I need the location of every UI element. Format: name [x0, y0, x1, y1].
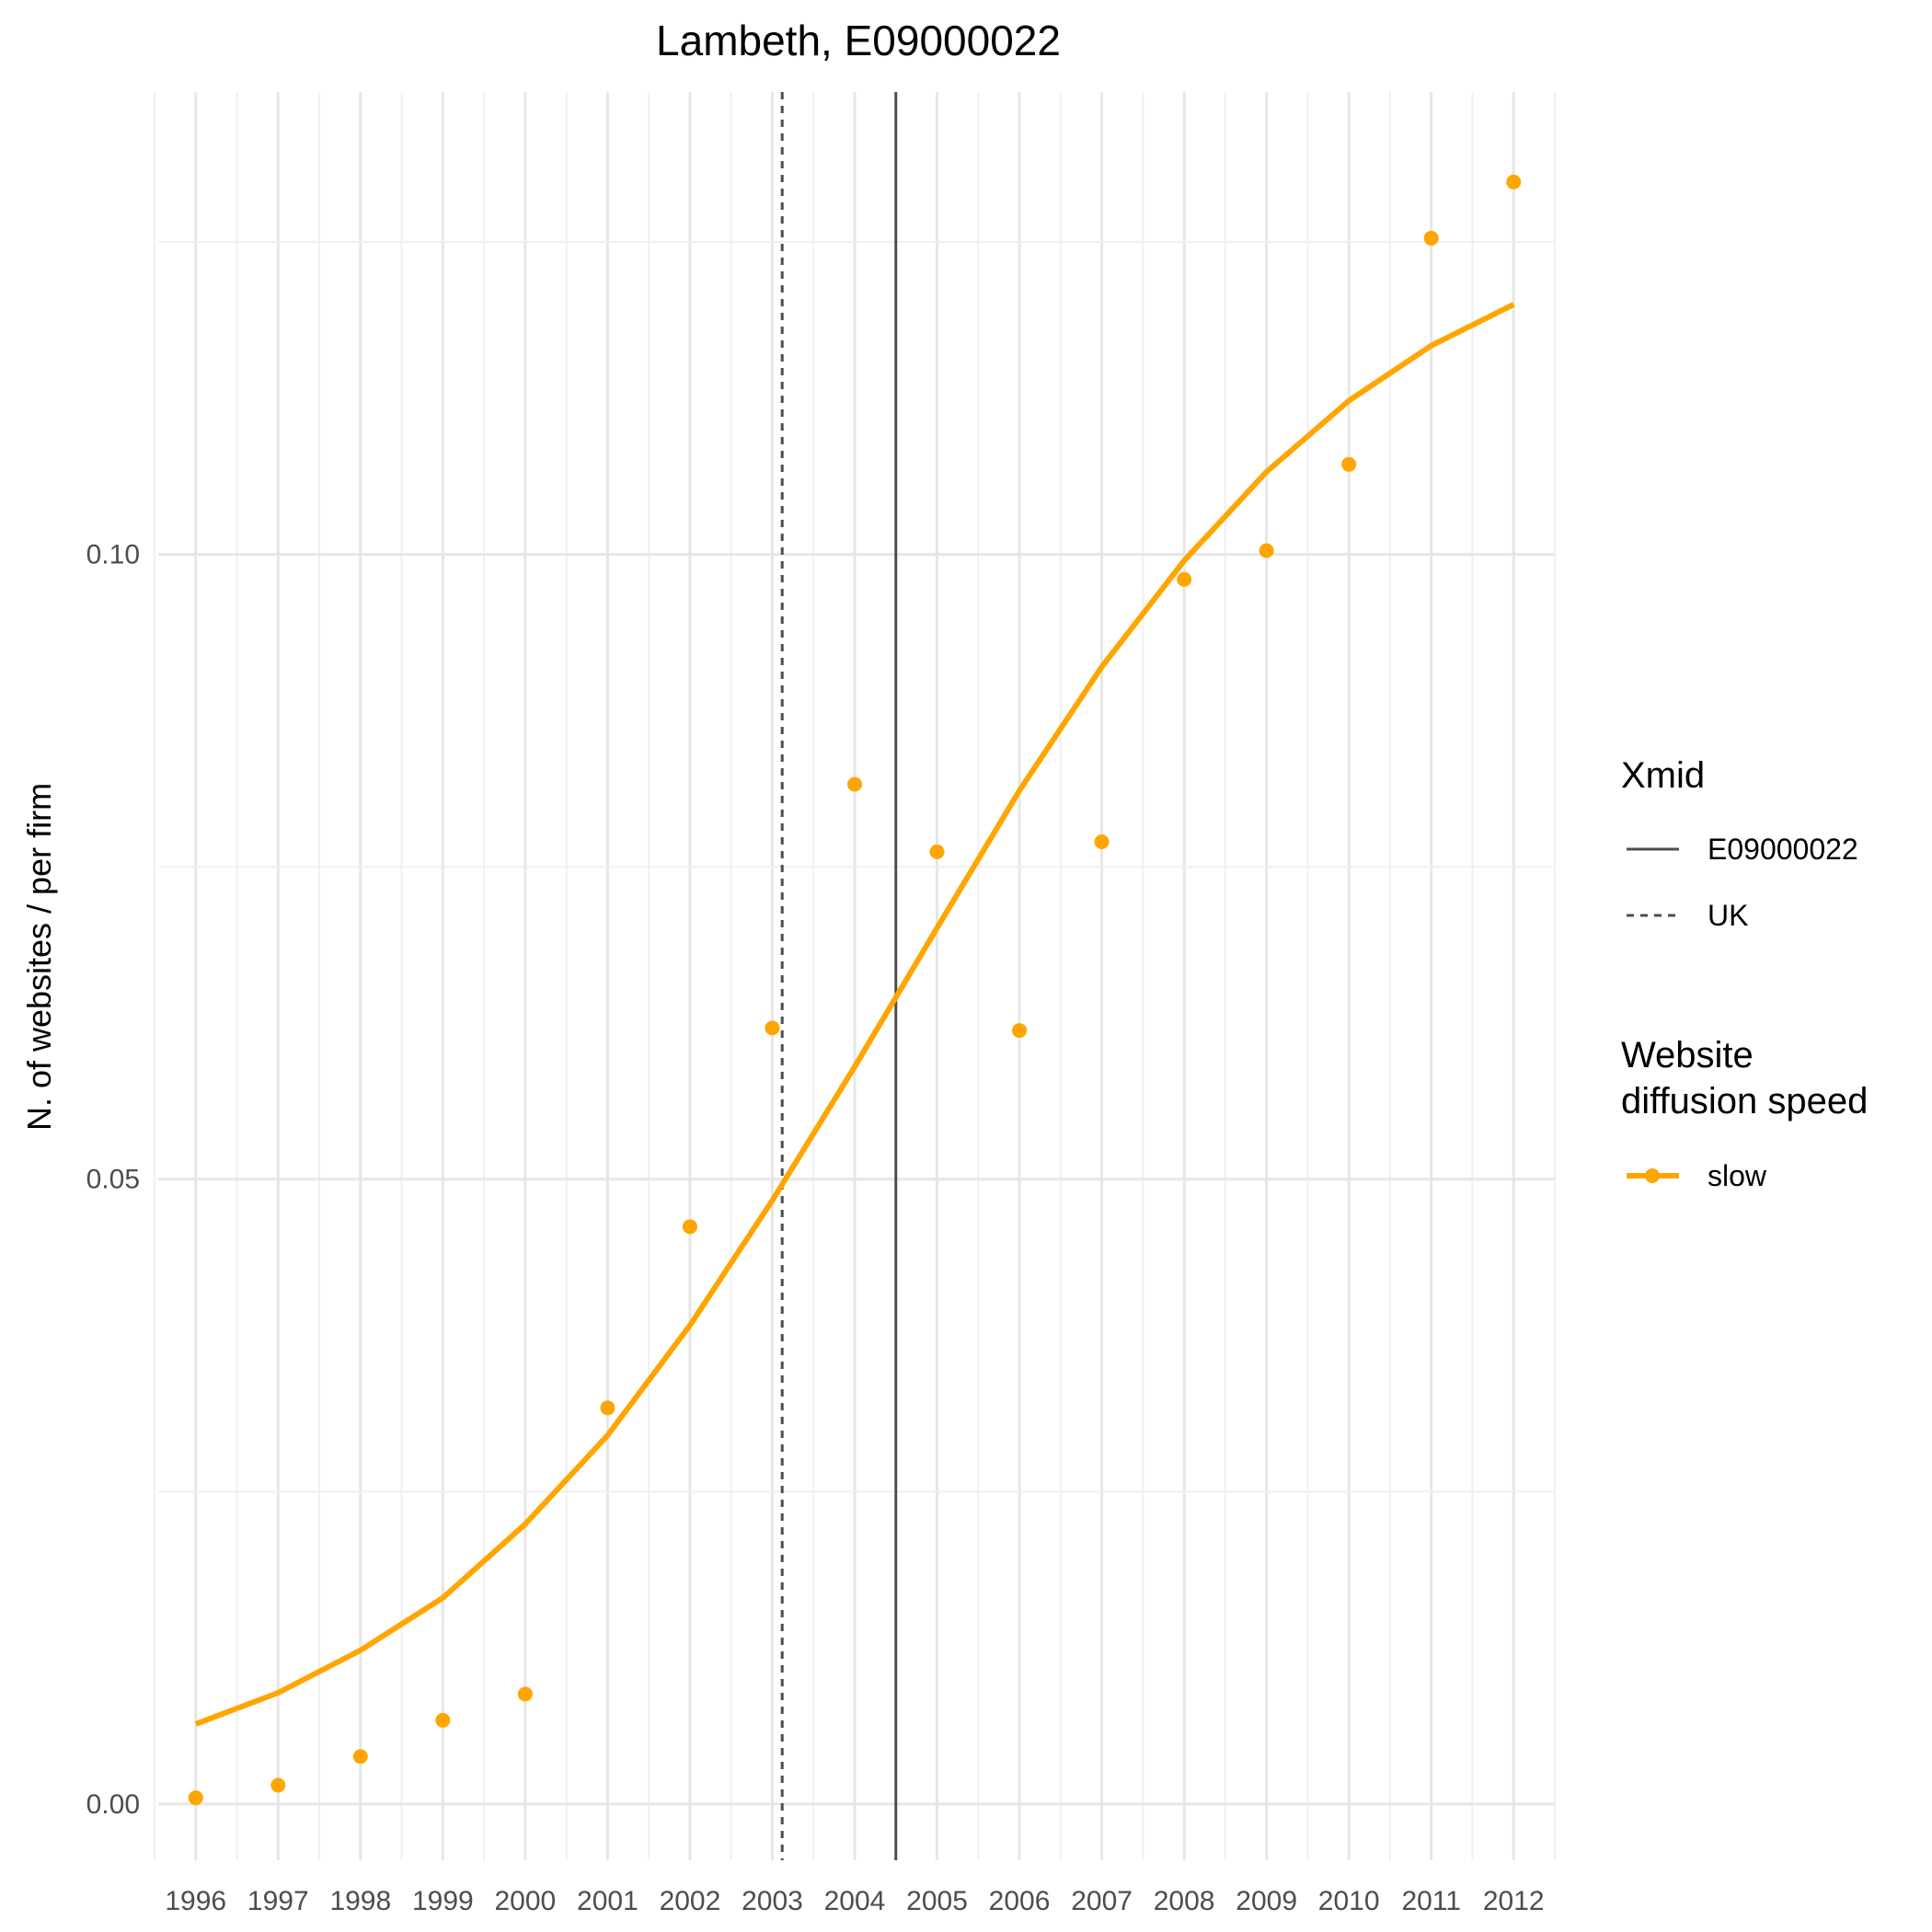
- series-slow-point: [352, 1749, 368, 1765]
- reference-lines: [780, 92, 898, 1860]
- legend-label-uk: UK: [1708, 899, 1748, 932]
- series-slow-point: [682, 1219, 697, 1235]
- x-tick-label: 1996: [165, 1886, 226, 1916]
- legend-title-xmid: Xmid: [1621, 755, 1705, 796]
- series-slow-point: [1094, 834, 1110, 849]
- x-tick-label: 2001: [577, 1886, 638, 1916]
- series-slow-point: [847, 776, 862, 792]
- series-slow-point: [929, 844, 945, 859]
- x-tick-label: 2003: [742, 1886, 803, 1916]
- x-tick-label: 2000: [495, 1886, 557, 1916]
- series-slow-point: [517, 1686, 533, 1702]
- series-slow-point: [188, 1790, 203, 1806]
- legend-title-speed-line1: Website: [1621, 1035, 1754, 1075]
- legend-label-slow: slow: [1708, 1159, 1767, 1192]
- series-slow-point: [1177, 571, 1192, 587]
- series-slow-point: [1259, 543, 1274, 558]
- series-slow-point: [1012, 1023, 1028, 1039]
- x-tick-label: 2005: [906, 1886, 968, 1916]
- y-tick-label: 0.00: [86, 1789, 140, 1820]
- chart-title: Lambeth, E09000022: [656, 17, 1061, 64]
- x-tick-label: 2011: [1401, 1886, 1461, 1916]
- legend-key-slow-point: [1645, 1168, 1660, 1183]
- x-tick-label: 2002: [660, 1886, 721, 1916]
- legend-title-speed-line2: diffusion speed: [1621, 1081, 1868, 1121]
- x-tick-label: 1998: [329, 1886, 391, 1916]
- series-slow-point: [765, 1020, 780, 1036]
- series-slow-point: [1341, 456, 1357, 472]
- grid: [154, 92, 1556, 1860]
- x-tick-label: 2008: [1154, 1886, 1215, 1916]
- data-series: [188, 174, 1522, 1806]
- axes: 0.00 0.05 0.10 1996 1997 1998 1999 2000 2001 2002…: [86, 540, 1545, 1916]
- x-tick-label: 1997: [247, 1886, 309, 1916]
- series-slow-point: [270, 1777, 286, 1793]
- legend: Xmid E09000022 UK Website diffusion spee…: [1621, 755, 1868, 1192]
- series-slow-point: [1506, 174, 1522, 190]
- x-tick-label: 2012: [1483, 1886, 1545, 1916]
- x-tick-label: 2006: [989, 1886, 1051, 1916]
- x-tick-label: 2004: [824, 1886, 886, 1916]
- series-slow-point: [600, 1400, 615, 1416]
- y-tick-label: 0.05: [86, 1165, 140, 1195]
- series-slow-fitted-line: [194, 302, 1515, 1727]
- y-tick-label: 0.10: [86, 540, 140, 570]
- x-tick-label: 2010: [1318, 1886, 1380, 1916]
- x-tick-label: 2009: [1236, 1886, 1297, 1916]
- y-axis-title: N. of websites / per firm: [20, 783, 58, 1131]
- legend-label-e09000022: E09000022: [1708, 833, 1858, 866]
- series-slow-point: [1423, 230, 1439, 246]
- series-slow-point: [435, 1712, 451, 1728]
- x-tick-label: 2007: [1071, 1886, 1133, 1916]
- x-tick-label: 1999: [412, 1886, 474, 1916]
